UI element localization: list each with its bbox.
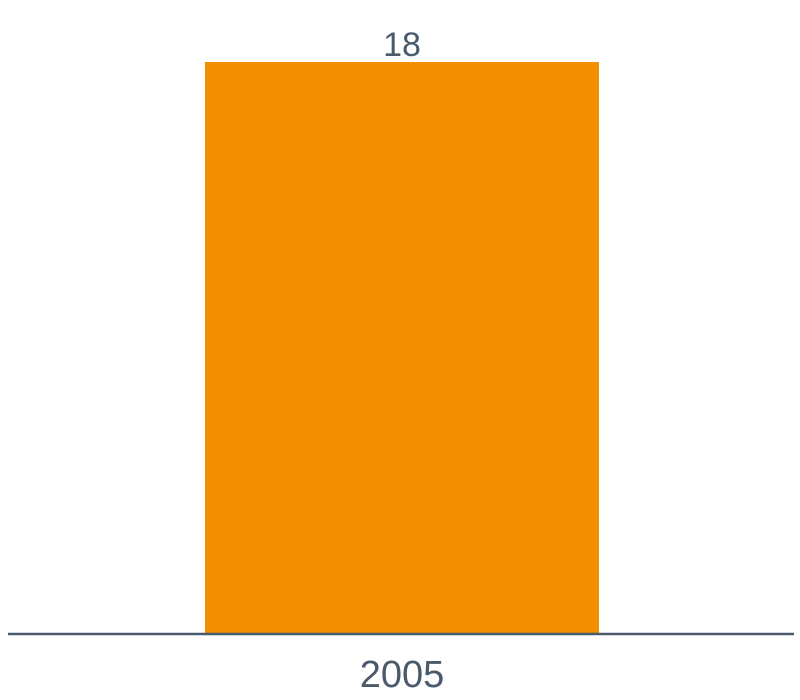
bar-value-label: 18 bbox=[383, 26, 421, 64]
value-labels-group: 18 bbox=[383, 26, 421, 64]
x-tick-labels-group: 2005 bbox=[360, 654, 445, 696]
bar-2005 bbox=[205, 62, 599, 634]
x-tick-label: 2005 bbox=[360, 654, 445, 696]
bars-group bbox=[205, 62, 599, 634]
